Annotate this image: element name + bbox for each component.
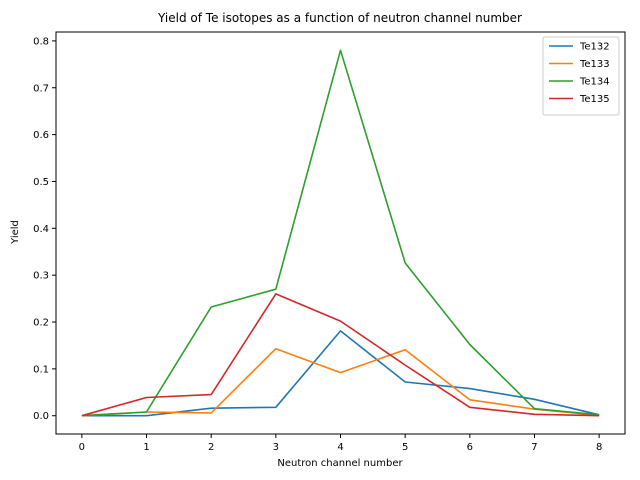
legend-label: Te133 [579, 59, 610, 70]
x-tick-label: 0 [79, 442, 85, 453]
y-tick-label: 0.8 [33, 36, 49, 47]
legend-label: Te132 [579, 42, 610, 53]
x-tick-label: 4 [337, 442, 343, 453]
y-tick-label: 0.3 [33, 271, 49, 282]
x-tick-label: 7 [531, 442, 537, 453]
y-tick-label: 0.5 [33, 177, 49, 188]
y-axis-label: Yield [10, 220, 21, 245]
y-tick-label: 0.7 [33, 83, 49, 94]
y-tick-label: 0.4 [33, 224, 49, 235]
series-line-te135 [81, 293, 600, 417]
chart-title: Yield of Te isotopes as a function of ne… [157, 11, 522, 25]
x-tick-label: 6 [467, 442, 473, 453]
x-axis-label: Neutron channel number [277, 458, 403, 469]
x-tick-label: 1 [143, 442, 149, 453]
legend-label: Te135 [579, 94, 610, 105]
x-tick-label: 5 [402, 442, 408, 453]
x-tick-label: 3 [273, 442, 279, 453]
legend: Te132 Te133 Te134 Te135 [542, 36, 620, 116]
y-tick-label: 0.1 [33, 364, 49, 375]
legend-label: Te134 [579, 77, 610, 88]
series-line-te134 [81, 49, 600, 417]
series-line-te132 [81, 330, 600, 417]
plot-area [81, 49, 600, 417]
y-tick-label: 0.2 [33, 318, 49, 329]
legend-box [542, 36, 620, 116]
x-tick-label: 2 [208, 442, 214, 453]
y-axis: 0.0 0.1 0.2 0.3 0.4 0.5 0.6 0.7 0.8 [33, 36, 56, 422]
series-line-te133 [81, 347, 600, 417]
x-axis: 0 1 2 3 4 5 6 7 8 [79, 434, 602, 453]
x-tick-label: 8 [596, 442, 602, 453]
y-tick-label: 0.0 [33, 411, 49, 422]
y-tick-label: 0.6 [33, 130, 49, 141]
